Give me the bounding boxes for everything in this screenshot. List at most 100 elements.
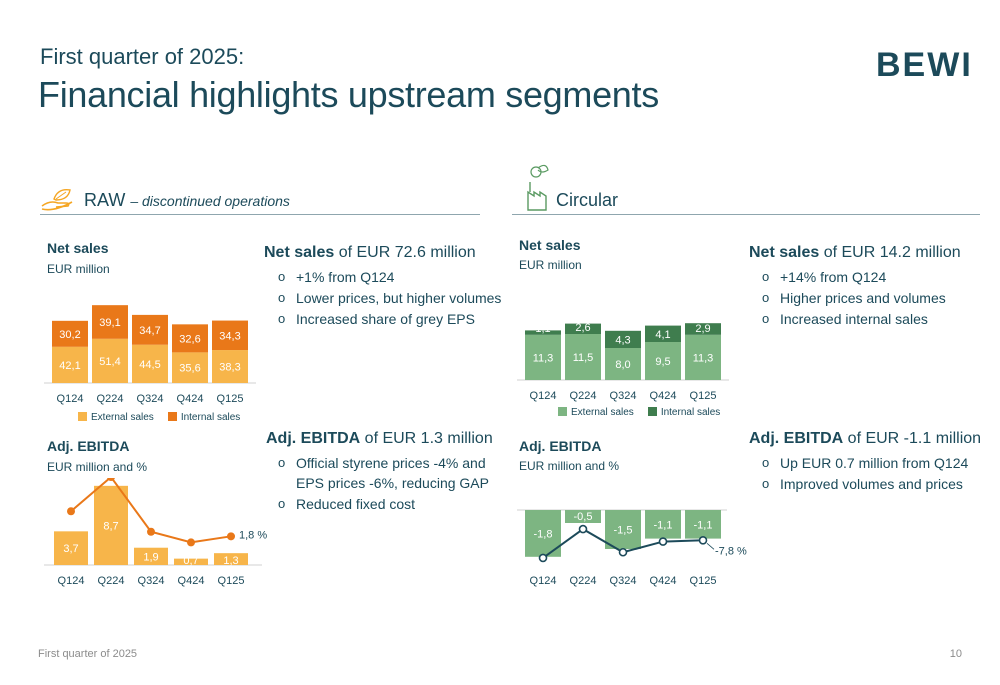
- raw-ebitda-title: Adj. EBITDA: [47, 438, 130, 454]
- x-tick-label: Q125: [217, 393, 244, 405]
- bar-internal-q125: [212, 320, 248, 351]
- x-tick-label: Q125: [690, 575, 717, 587]
- data-label: 38,3: [219, 362, 240, 374]
- circular-ebitda-unit: EUR million and %: [519, 459, 620, 473]
- bar-external-q324: [132, 344, 168, 383]
- data-label: 1,9: [143, 551, 158, 563]
- bar-internal-q224: [92, 305, 128, 339]
- raw-section-title: RAW – discontinued operations: [84, 190, 290, 211]
- raw-net-sales-chart: 42,1 30,2 Q124 51,4 39,1 Q224 44,5 34,7 Q324 35,6…: [44, 305, 256, 405]
- margin-end-label: -7,8 %: [715, 545, 747, 557]
- circular-net-sales-chart: 11,3 1,1 Q124 11,5 2,6 Q224 8,0 4,3 Q324 9,5 4,1 Q4…: [517, 322, 729, 402]
- circular-net-sales-headline: Net sales of EUR 14.2 million: [749, 244, 961, 262]
- x-tick-label: Q424: [178, 575, 205, 587]
- headline-text: of EUR -1.1 million: [843, 430, 982, 447]
- data-label: 4,3: [615, 334, 630, 346]
- raw-net-sales-headline: Net sales of EUR 72.6 million: [264, 244, 476, 262]
- bullet-item: Increased share of grey EPS: [272, 309, 502, 329]
- x-tick-label: Q124: [530, 575, 557, 587]
- margin-point-q125: [698, 535, 708, 545]
- data-label: 8,7: [103, 520, 118, 532]
- bar-ebitda-q324: [605, 510, 641, 549]
- bar-ebitda-q224: [565, 510, 601, 523]
- data-label: 44,5: [139, 359, 160, 371]
- margin-point-q124: [67, 507, 75, 516]
- headline-bold: Net sales: [749, 244, 820, 261]
- bar-ebitda-q224: [94, 485, 128, 565]
- data-label: 0,7: [183, 555, 198, 567]
- legend-swatch: [167, 412, 177, 421]
- margin-point-q324: [618, 547, 628, 557]
- bar-ebitda-q125: [214, 553, 248, 565]
- page-title: Financial highlights upstream segments: [38, 74, 659, 115]
- margin-point-q125: [227, 532, 235, 541]
- data-label: 3,7: [63, 543, 78, 555]
- data-label: 11,3: [533, 352, 554, 364]
- company-logo: BEWI: [876, 46, 973, 84]
- data-label: -1,1: [694, 519, 713, 531]
- bar-internal-q424: [645, 325, 681, 342]
- label-leader-line: [706, 542, 715, 550]
- margin-end-label: 1,8 %: [239, 529, 267, 541]
- data-label: 2,9: [695, 323, 710, 335]
- raw-net-sales-unit: EUR million: [47, 262, 110, 276]
- bar-internal-q424: [172, 324, 208, 353]
- legend-item-internal: Internal sales: [167, 412, 241, 423]
- legend-item-internal: Internal sales: [647, 407, 720, 418]
- data-label: 51,4: [99, 356, 120, 368]
- circular-ebitda-headline: Adj. EBITDA of EUR -1.1 million: [749, 430, 981, 448]
- bar-ebitda-q124: [54, 531, 88, 565]
- bar-ebitda-q324: [134, 547, 168, 565]
- x-tick-label: Q224: [97, 393, 124, 405]
- raw-section-name: RAW: [84, 190, 126, 210]
- legend-item-external: External sales: [78, 412, 154, 423]
- bar-ebitda-q424: [645, 510, 681, 539]
- circular-ebitda-chart: -1,8 Q124 -0,5 Q224 -1,5 Q324 -1,1 Q424 -1,1 Q125…: [517, 509, 747, 587]
- data-label: -1,8: [534, 528, 553, 540]
- bar-external-q224: [565, 334, 601, 380]
- x-tick-label: Q324: [610, 390, 637, 402]
- data-label: -1,1: [654, 519, 673, 531]
- margin-point-q124: [538, 553, 548, 563]
- data-label: 11,5: [573, 352, 594, 364]
- raw-net-sales-bullets: +1% from Q124 Lower prices, but higher v…: [272, 267, 502, 330]
- bar-external-q124: [525, 334, 561, 380]
- data-label: -1,5: [614, 525, 633, 537]
- margin-point-q424: [658, 537, 668, 546]
- x-tick-label: Q125: [690, 390, 717, 402]
- x-tick-label: Q124: [530, 390, 557, 402]
- x-tick-label: Q125: [218, 575, 245, 587]
- data-label: 39,1: [99, 317, 120, 329]
- margin-point-q324: [147, 527, 155, 536]
- x-tick-label: Q424: [650, 575, 677, 587]
- data-label: 1,1: [535, 323, 550, 335]
- bar-external-q125: [685, 334, 721, 380]
- circular-section-divider: [512, 214, 980, 215]
- legend-item-external: External sales: [558, 407, 634, 418]
- data-label: 30,2: [59, 329, 80, 341]
- data-label: 32,6: [179, 333, 200, 345]
- raw-ebitda-headline: Adj. EBITDA of EUR 1.3 million: [266, 430, 493, 448]
- circular-net-sales-legend: External sales Internal sales: [558, 407, 720, 418]
- raw-section-subtitle: – discontinued operations: [130, 193, 290, 209]
- data-label: 34,3: [219, 330, 240, 342]
- bar-external-q424: [172, 352, 208, 383]
- x-tick-label: Q324: [138, 575, 165, 587]
- bar-ebitda-q125: [685, 510, 721, 539]
- bar-ebitda-q424: [174, 558, 208, 565]
- x-tick-label: Q124: [57, 393, 84, 405]
- legend-label: External sales: [571, 407, 634, 418]
- circular-net-sales-unit: EUR million: [519, 258, 582, 272]
- data-label: 8,0: [615, 359, 630, 371]
- bullet-item: Official styrene prices -4% and EPS pric…: [272, 453, 504, 493]
- legend-label: Internal sales: [180, 412, 241, 423]
- data-label: -0,5: [574, 511, 593, 523]
- bullet-item: +14% from Q124: [756, 267, 986, 287]
- legend-swatch: [647, 407, 657, 416]
- page-subtitle: First quarter of 2025:: [40, 44, 245, 69]
- bar-external-q424: [645, 342, 681, 380]
- x-tick-label: Q324: [610, 575, 637, 587]
- raw-net-sales-title: Net sales: [47, 240, 109, 256]
- headline-bold: Net sales: [264, 244, 335, 261]
- bar-internal-q124: [52, 320, 88, 347]
